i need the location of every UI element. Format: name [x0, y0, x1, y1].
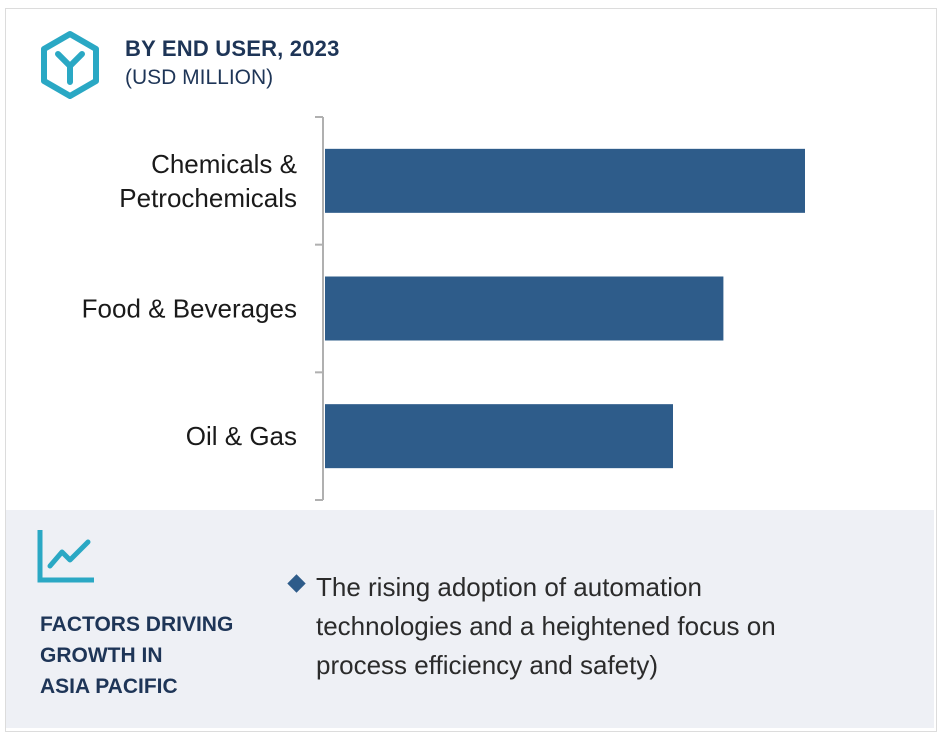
- factors-title-line: FACTORS DRIVING: [40, 613, 234, 636]
- factors-panel: [6, 510, 934, 728]
- factors-title: FACTORS DRIVING GROWTH IN ASIA PACIFIC: [40, 609, 270, 702]
- bar: [325, 276, 724, 341]
- category-label: Oil & Gas: [186, 421, 297, 451]
- bar: [325, 148, 805, 213]
- category-label: Chemicals & Petrochemicals: [119, 149, 297, 213]
- chart-subtitle: (USD MILLION): [125, 66, 274, 89]
- factor-bullet-line: process efficiency and safety): [316, 650, 659, 680]
- factor-bullet-text: The rising adoption of automation techno…: [316, 568, 916, 685]
- category-label: Food & Beverages: [82, 294, 297, 324]
- bar-chart: Chemicals & Petrochemicals Food & Beverage…: [82, 116, 805, 501]
- chart-title: BY END USER, 2023: [125, 36, 340, 61]
- factors-title-line: ASIA PACIFIC: [40, 675, 178, 698]
- y-hexagon-icon: [41, 31, 99, 99]
- factor-bullet-line: The rising adoption of automation: [316, 572, 702, 602]
- factor-bullet-line: technologies and a heightened focus on: [316, 611, 776, 641]
- bar: [325, 404, 673, 469]
- line-chart-icon: [37, 530, 94, 583]
- factors-title-line: GROWTH IN: [40, 644, 163, 667]
